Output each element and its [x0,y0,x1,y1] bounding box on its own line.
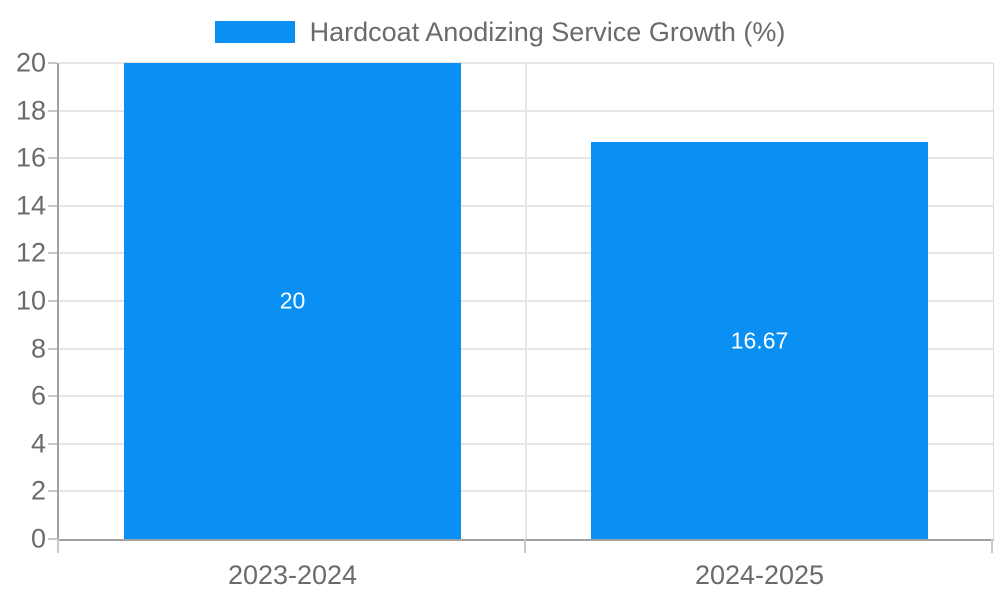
y-tick-label: 18 [15,95,46,126]
bar [124,63,461,539]
y-tick-label: 12 [15,237,46,268]
y-tick-mark [48,538,57,540]
bar-value-label: 16.67 [730,327,789,354]
legend-swatch [214,21,295,43]
y-tick-mark [48,490,57,493]
x-tick-mark [57,539,59,553]
y-tick-mark [48,395,57,398]
legend-label: Hardcoat Anodizing Service Growth (%) [309,16,786,47]
x-tick-label: 2024-2025 [694,560,825,590]
y-tick-label: 14 [15,190,46,221]
y-tick-mark [48,204,57,207]
legend: Hardcoat Anodizing Service Growth (%) [0,14,1000,50]
y-tick-label: 0 [30,523,46,554]
y-tick-mark [48,109,57,112]
y-tick-label: 20 [15,47,46,78]
y-tick-label: 4 [30,428,46,459]
x-tick-label: 2023-2024 [227,560,358,590]
x-tick-mark [524,539,526,553]
y-tick-mark [48,252,57,255]
y-tick-mark [48,442,57,445]
y-tick-mark [48,347,57,350]
gridline-vertical [525,63,527,539]
bar-value-label: 20 [279,287,306,314]
x-tick-mark [991,539,993,553]
y-tick-label: 10 [15,285,46,316]
y-tick-mark [48,157,57,160]
bar [591,142,928,539]
y-tick-mark [48,62,57,64]
y-tick-label: 8 [30,333,46,364]
y-tick-label: 16 [15,142,46,173]
y-tick-label: 6 [30,380,46,411]
y-tick-mark [48,300,57,302]
y-tick-label: 2 [30,475,46,506]
